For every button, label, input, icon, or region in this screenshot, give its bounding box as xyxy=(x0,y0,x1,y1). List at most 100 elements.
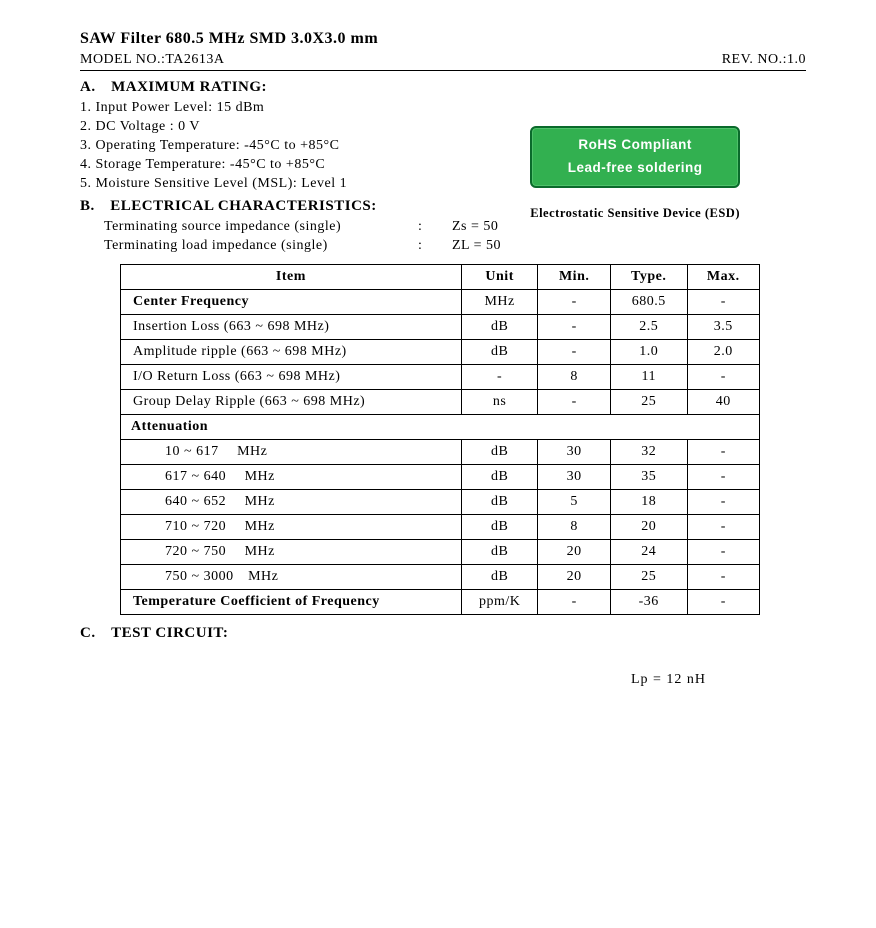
table-cell: - xyxy=(687,590,759,615)
table-cell: - xyxy=(687,515,759,540)
col-unit: Unit xyxy=(461,265,538,290)
model-no: MODEL NO.:TA2613A xyxy=(80,52,225,68)
col-typ: Type. xyxy=(610,265,687,290)
table-cell: 10 ~ 617 MHz xyxy=(121,440,462,465)
table-cell: -36 xyxy=(610,590,687,615)
table-cell: 1.0 xyxy=(610,340,687,365)
table-cell: 2.5 xyxy=(610,315,687,340)
rohs-badge: RoHS Compliant Lead-free soldering xyxy=(530,126,740,188)
table-cell: - xyxy=(538,290,610,315)
table-cell: 20 xyxy=(538,540,610,565)
col-max: Max. xyxy=(687,265,759,290)
imp-colon: : xyxy=(418,238,448,254)
spec-table: Item Unit Min. Type. Max. Center Frequen… xyxy=(120,264,760,615)
model-value: TA2613A xyxy=(165,52,224,67)
table-row: Amplitude ripple (663 ~ 698 MHz)dB-1.02.… xyxy=(121,340,760,365)
table-row: Group Delay Ripple (663 ~ 698 MHz)ns-254… xyxy=(121,390,760,415)
section-a-head: A. MAXIMUM RATING: xyxy=(80,79,806,96)
rating-item: 1. Input Power Level: 15 dBm xyxy=(80,100,806,116)
table-row: 750 ~ 3000 MHzdB2025- xyxy=(121,565,760,590)
table-row: 640 ~ 652 MHzdB518- xyxy=(121,490,760,515)
impedance-load: Terminating load impedance (single) : ZL… xyxy=(104,238,806,254)
table-cell: I/O Return Loss (663 ~ 698 MHz) xyxy=(121,365,462,390)
table-cell: 5 xyxy=(538,490,610,515)
table-cell: - xyxy=(687,565,759,590)
attenuation-header-row: Attenuation xyxy=(121,415,760,440)
table-cell: ns xyxy=(461,390,538,415)
table-cell: Group Delay Ripple (663 ~ 698 MHz) xyxy=(121,390,462,415)
table-cell: 720 ~ 750 MHz xyxy=(121,540,462,565)
table-cell: ppm/K xyxy=(461,590,538,615)
table-cell: 750 ~ 3000 MHz xyxy=(121,565,462,590)
table-cell: 30 xyxy=(538,440,610,465)
imp-load-label: Terminating load impedance (single) xyxy=(104,238,414,254)
table-cell: 32 xyxy=(610,440,687,465)
table-cell: - xyxy=(538,315,610,340)
table-row: 710 ~ 720 MHzdB820- xyxy=(121,515,760,540)
badge-line2: Lead-free soldering xyxy=(548,157,722,180)
table-cell: 640 ~ 652 MHz xyxy=(121,490,462,515)
imp-colon: : xyxy=(418,219,448,235)
lp-value: Lp = 12 nH xyxy=(80,672,806,688)
table-cell: - xyxy=(538,340,610,365)
col-item: Item xyxy=(121,265,462,290)
table-cell: 8 xyxy=(538,515,610,540)
table-cell: Insertion Loss (663 ~ 698 MHz) xyxy=(121,315,462,340)
table-cell: dB xyxy=(461,465,538,490)
table-cell: - xyxy=(461,365,538,390)
attenuation-header: Attenuation xyxy=(121,415,760,440)
model-label: MODEL NO.: xyxy=(80,52,165,67)
rev-value: 1.0 xyxy=(787,52,806,67)
table-cell: Center Frequency xyxy=(121,290,462,315)
rev-label: REV. NO.: xyxy=(722,52,787,67)
meta-row: MODEL NO.:TA2613A REV. NO.:1.0 xyxy=(80,52,806,71)
document-title: SAW Filter 680.5 MHz SMD 3.0X3.0 mm xyxy=(80,30,806,48)
table-cell: - xyxy=(687,490,759,515)
table-cell: - xyxy=(687,440,759,465)
table-cell: Temperature Coefficient of Frequency xyxy=(121,590,462,615)
table-cell: - xyxy=(538,390,610,415)
table-row: 10 ~ 617 MHzdB3032- xyxy=(121,440,760,465)
table-cell: 3.5 xyxy=(687,315,759,340)
table-cell: - xyxy=(538,590,610,615)
table-cell: - xyxy=(687,540,759,565)
rev-no: REV. NO.:1.0 xyxy=(722,52,806,68)
imp-source-label: Terminating source impedance (single) xyxy=(104,219,414,235)
table-cell: 2.0 xyxy=(687,340,759,365)
table-cell: dB xyxy=(461,340,538,365)
table-cell: 617 ~ 640 MHz xyxy=(121,465,462,490)
table-cell: MHz xyxy=(461,290,538,315)
table-cell: 11 xyxy=(610,365,687,390)
table-cell: dB xyxy=(461,515,538,540)
table-cell: dB xyxy=(461,565,538,590)
table-cell: 710 ~ 720 MHz xyxy=(121,515,462,540)
table-cell: 20 xyxy=(538,565,610,590)
table-cell: 18 xyxy=(610,490,687,515)
table-cell: 35 xyxy=(610,465,687,490)
table-row: 720 ~ 750 MHzdB2024- xyxy=(121,540,760,565)
table-cell: 25 xyxy=(610,565,687,590)
table-row: Insertion Loss (663 ~ 698 MHz)dB-2.53.5 xyxy=(121,315,760,340)
table-cell: - xyxy=(687,365,759,390)
section-c-head: C. TEST CIRCUIT: xyxy=(80,625,806,642)
table-header-row: Item Unit Min. Type. Max. xyxy=(121,265,760,290)
table-cell: 40 xyxy=(687,390,759,415)
table-cell: Amplitude ripple (663 ~ 698 MHz) xyxy=(121,340,462,365)
table-cell: 8 xyxy=(538,365,610,390)
badge-area: RoHS Compliant Lead-free soldering Elect… xyxy=(530,126,740,221)
table-row: 617 ~ 640 MHzdB3035- xyxy=(121,465,760,490)
table-cell: 24 xyxy=(610,540,687,565)
imp-load-value: ZL = 50 xyxy=(452,238,501,253)
imp-source-value: Zs = 50 xyxy=(452,219,498,234)
table-row: Center FrequencyMHz-680.5- xyxy=(121,290,760,315)
table-cell: dB xyxy=(461,440,538,465)
esd-note: Electrostatic Sensitive Device (ESD) xyxy=(530,206,740,221)
table-cell: 20 xyxy=(610,515,687,540)
table-cell: dB xyxy=(461,490,538,515)
table-cell: 30 xyxy=(538,465,610,490)
table-cell: 680.5 xyxy=(610,290,687,315)
table-row: Temperature Coefficient of Frequencyppm/… xyxy=(121,590,760,615)
table-cell: 25 xyxy=(610,390,687,415)
col-min: Min. xyxy=(538,265,610,290)
badge-line1: RoHS Compliant xyxy=(548,134,722,157)
